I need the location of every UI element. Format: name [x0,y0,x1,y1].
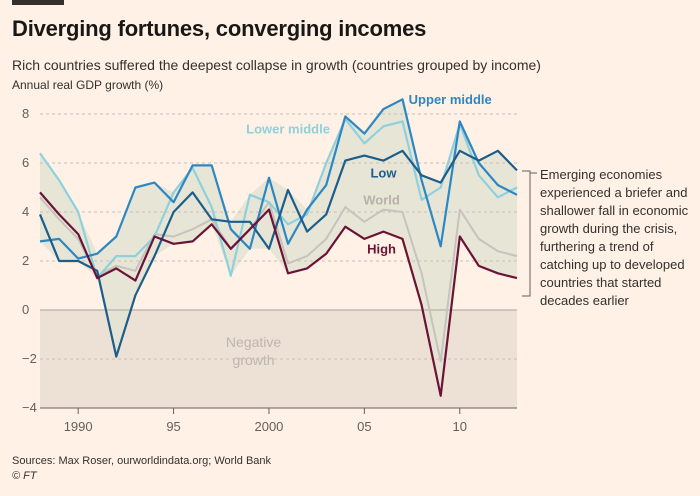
x-tick-label: 10 [453,419,467,434]
negative-growth-label: growth [233,352,275,368]
header-accent-bar [12,0,64,5]
series-line-upper-middle [39,98,518,260]
series-label-high: High [367,242,396,257]
y-tick-label: −2 [22,351,37,366]
x-tick-label: 1990 [64,419,93,434]
y-tick-label: 0 [22,302,29,317]
x-tick-label: 2000 [254,419,283,434]
series-label-low: Low [370,166,397,181]
range-envelope [40,99,517,396]
x-tick-label: 95 [166,419,180,434]
y-tick-label: −4 [22,400,37,415]
copyright: © FT [12,470,37,482]
series-label-world: World [363,193,400,208]
series-line-world [39,196,518,363]
series-label-upper-middle: Upper middle [409,92,492,107]
y-axis-label: Annual real GDP growth (%) [12,78,164,92]
annotation-bracket [522,170,537,297]
source-note: Sources: Max Roser, ourworldindata.org; … [12,455,272,467]
y-tick-label: 4 [22,204,29,219]
y-tick-label: 8 [22,106,29,121]
x-tick-label: 05 [357,419,371,434]
series-line-low [38,149,518,358]
series-label-lower-middle: Lower middle [246,122,330,137]
series-line-high [39,191,518,397]
negative-growth-label: Negative [226,334,281,350]
chart-title: Diverging fortunes, converging incomes [12,16,427,41]
y-tick-label: 2 [22,253,29,268]
annotation-text: Emerging economies experienced a briefer… [540,167,689,308]
y-tick-label: 6 [22,155,29,170]
chart-subtitle: Rich countries suffered the deepest coll… [12,57,541,73]
